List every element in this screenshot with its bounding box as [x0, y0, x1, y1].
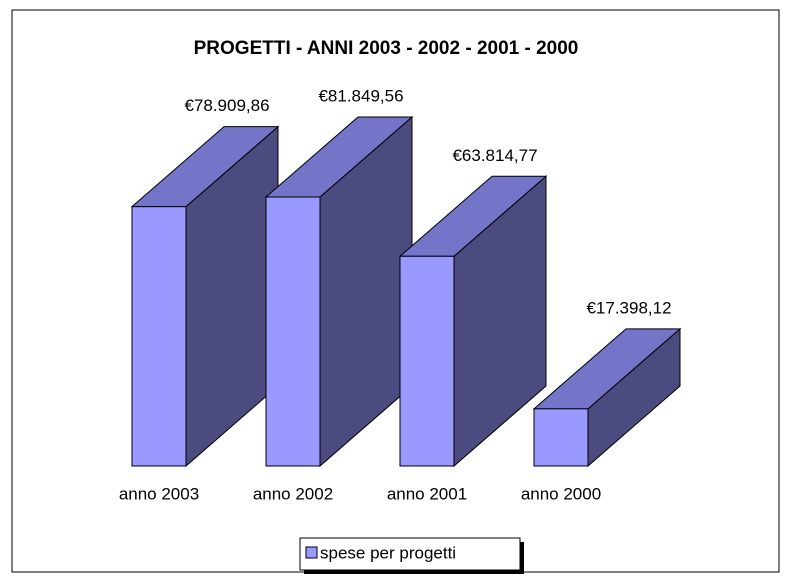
x-tick-label: anno 2000	[521, 484, 601, 503]
chart-title: PROGETTI - ANNI 2003 - 2002 - 2001 - 200…	[194, 38, 579, 59]
x-tick-label: anno 2003	[119, 484, 199, 503]
data-label: €17.398,12	[586, 298, 671, 317]
x-tick-label: anno 2002	[253, 484, 333, 503]
data-label: €78.909,86	[184, 96, 269, 115]
data-label: €81.849,56	[318, 86, 403, 105]
bar	[399, 255, 455, 467]
bar	[131, 206, 187, 467]
bar	[533, 408, 589, 467]
legend	[299, 537, 521, 571]
x-tick-label: anno 2001	[387, 484, 467, 503]
legend-swatch	[305, 546, 318, 559]
legend-label: spese per progetti	[320, 543, 456, 562]
data-label: €63.814,77	[452, 146, 537, 165]
bar	[265, 196, 321, 467]
